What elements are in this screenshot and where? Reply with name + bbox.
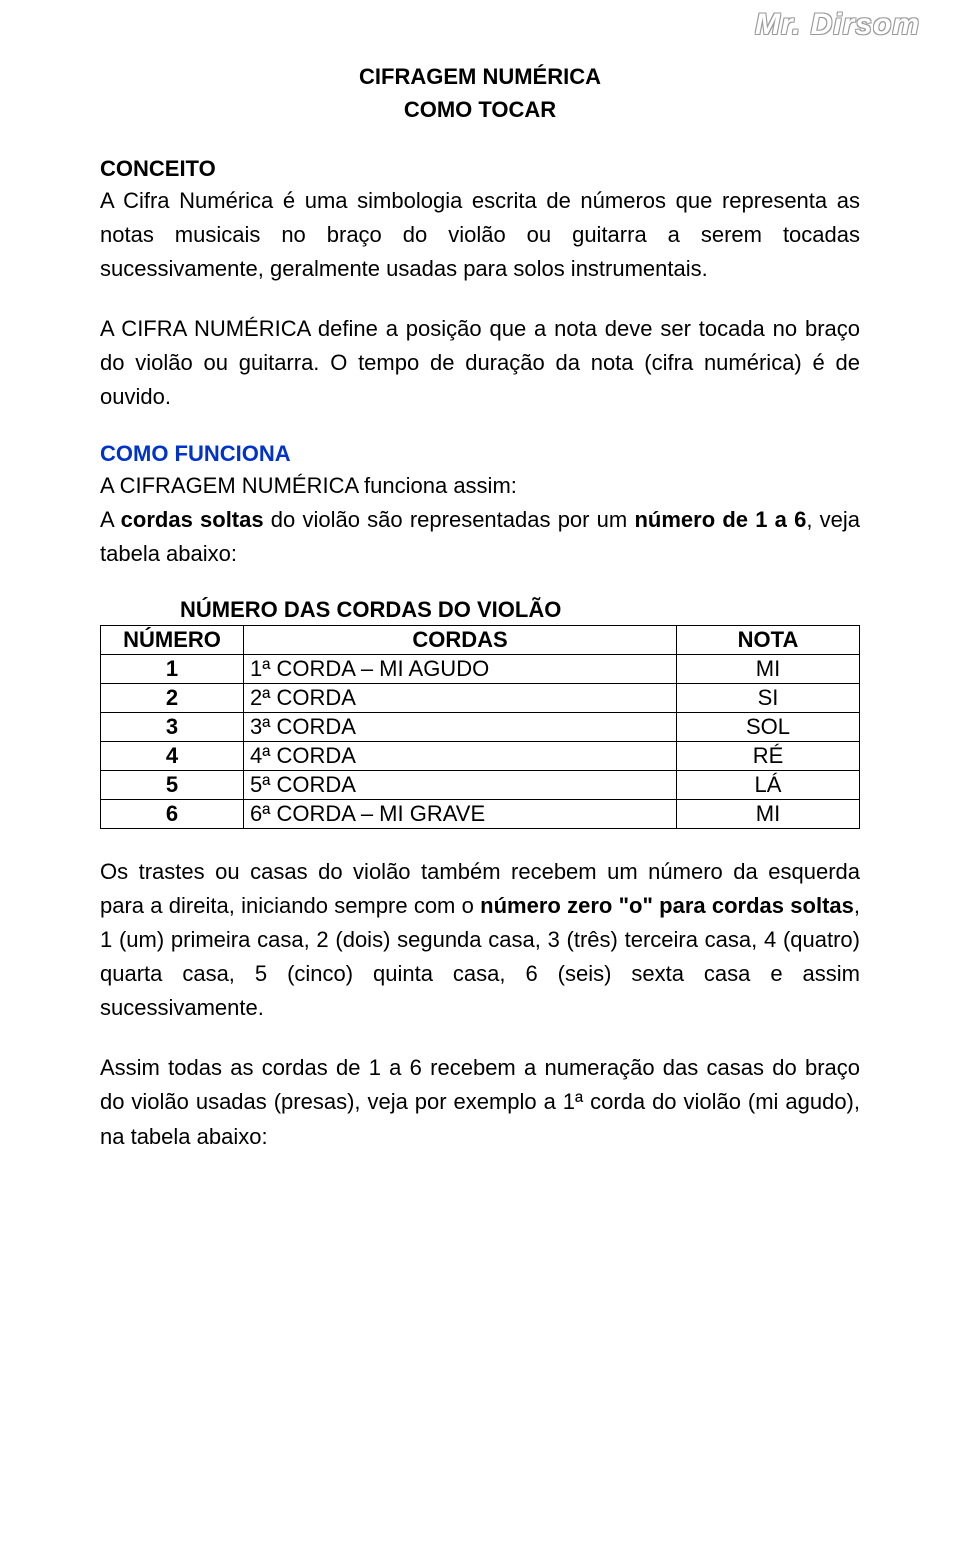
title-line-2: COMO TOCAR <box>100 93 860 126</box>
cf-line2-bold1: cordas soltas <box>121 507 264 532</box>
cf-line2-pre: A <box>100 507 121 532</box>
table-row: 6 6ª CORDA – MI GRAVE MI <box>101 799 860 828</box>
cell-num: 6 <box>101 799 244 828</box>
cell-nota: LÁ <box>677 770 860 799</box>
cell-nota: MI <box>677 799 860 828</box>
th-cordas: CORDAS <box>244 625 677 654</box>
section-heading-conceito: CONCEITO <box>100 156 860 182</box>
cell-num: 5 <box>101 770 244 799</box>
cell-num: 4 <box>101 741 244 770</box>
cell-corda: 6ª CORDA – MI GRAVE <box>244 799 677 828</box>
trastes-bold: número zero "o" para cordas soltas <box>480 893 854 918</box>
conceito-para-2: A CIFRA NUMÉRICA define a posição que a … <box>100 312 860 414</box>
cell-nota: SOL <box>677 712 860 741</box>
cf-line2-bold2: número de 1 a 6 <box>634 507 806 532</box>
table-row: 5 5ª CORDA LÁ <box>101 770 860 799</box>
document-page: Mr. Dirsom CIFRAGEM NUMÉRICA COMO TOCAR … <box>0 0 960 1555</box>
cell-nota: RÉ <box>677 741 860 770</box>
table-header-row: NÚMERO CORDAS NOTA <box>101 625 860 654</box>
cell-num: 1 <box>101 654 244 683</box>
assim-para: Assim todas as cordas de 1 a 6 recebem a… <box>100 1051 860 1153</box>
title-block: CIFRAGEM NUMÉRICA COMO TOCAR <box>100 60 860 126</box>
cell-corda: 3ª CORDA <box>244 712 677 741</box>
cell-nota: SI <box>677 683 860 712</box>
title-line-1: CIFRAGEM NUMÉRICA <box>100 60 860 93</box>
trastes-para: Os trastes ou casas do violão também rec… <box>100 855 860 1025</box>
cf-line1: A CIFRAGEM NUMÉRICA funciona assim: <box>100 473 517 498</box>
table-row: 4 4ª CORDA RÉ <box>101 741 860 770</box>
cordas-table: NÚMERO CORDAS NOTA 1 1ª CORDA – MI AGUDO… <box>100 625 860 829</box>
conceito-para-1: A Cifra Numérica é uma simbologia escrit… <box>100 184 860 286</box>
table-title: NÚMERO DAS CORDAS DO VIOLÃO <box>180 597 860 623</box>
cell-corda: 1ª CORDA – MI AGUDO <box>244 654 677 683</box>
cell-corda: 2ª CORDA <box>244 683 677 712</box>
cf-line2-mid: do violão são representadas por um <box>264 507 635 532</box>
table-row: 3 3ª CORDA SOL <box>101 712 860 741</box>
th-numero: NÚMERO <box>101 625 244 654</box>
cell-num: 3 <box>101 712 244 741</box>
table-row: 1 1ª CORDA – MI AGUDO MI <box>101 654 860 683</box>
cell-corda: 5ª CORDA <box>244 770 677 799</box>
como-funciona-para: A CIFRAGEM NUMÉRICA funciona assim: A co… <box>100 469 860 571</box>
cell-nota: MI <box>677 654 860 683</box>
cell-num: 2 <box>101 683 244 712</box>
watermark-text: Mr. Dirsom <box>755 10 920 40</box>
table-row: 2 2ª CORDA SI <box>101 683 860 712</box>
section-heading-como-funciona: COMO FUNCIONA <box>100 441 860 467</box>
cell-corda: 4ª CORDA <box>244 741 677 770</box>
th-nota: NOTA <box>677 625 860 654</box>
